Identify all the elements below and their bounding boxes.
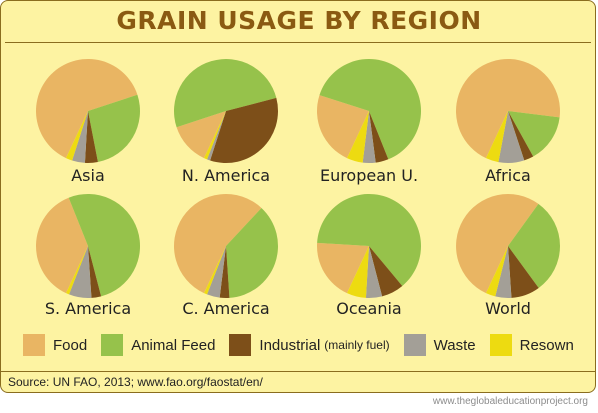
pie-slice-n-america-food — [176, 111, 226, 159]
pie-slice-s-america-food — [35, 197, 88, 294]
pie-s-america — [35, 193, 141, 299]
region-label-s-america: S. America — [45, 299, 131, 318]
legend-label-waste: Waste — [433, 336, 476, 354]
pie-slice-africa-food — [455, 59, 560, 159]
pie-slice-c-america-industrial — [219, 246, 230, 299]
legend-swatch-resown — [489, 334, 512, 356]
legend-item-food: Food — [23, 334, 87, 356]
pie-slice-c-america-resown — [204, 246, 226, 295]
pie-slice-oceania-animal-feed — [317, 194, 421, 286]
region-label-c-america: C. America — [182, 299, 269, 318]
pie-slice-n-america-waste — [207, 111, 226, 161]
pie-slice-european-u-resown — [347, 111, 369, 163]
pie-grid: Asia N. America European U. Africa S. Americ… — [35, 58, 561, 318]
pie-slice-oceania-waste — [365, 246, 383, 299]
pie-slice-world-resown — [486, 246, 508, 297]
pie-slice-european-u-food — [316, 95, 369, 159]
website-credit: www.theglobaleducationproject.org — [432, 396, 588, 407]
pie-slice-european-u-animal-feed — [319, 58, 422, 160]
source-note: Source: UN FAO, 2013; www.fao.org/faosta… — [8, 375, 263, 389]
pie-slice-oceania-resown — [347, 246, 369, 298]
title-divider — [5, 42, 591, 43]
pie-european-u — [316, 58, 422, 164]
region-label-world: World — [485, 299, 531, 318]
legend-item-resown: Resown — [489, 334, 574, 356]
pie-world — [456, 194, 561, 299]
region-label-africa: Africa — [485, 166, 531, 185]
pie-slice-world-industrial — [508, 246, 539, 298]
pie-slice-s-america-industrial — [88, 246, 102, 298]
pie-slice-s-america-resown — [66, 246, 88, 295]
pie-africa — [455, 59, 560, 163]
pie-slice-asia-industrial — [84, 111, 98, 163]
pie-slice-c-america-waste — [207, 246, 226, 298]
pie-slice-oceania-food — [316, 242, 369, 294]
legend-swatch-food — [23, 334, 45, 356]
legend-swatch-industrial — [229, 334, 252, 356]
pie-slice-oceania-industrial — [369, 246, 403, 297]
pie-slice-world-food — [456, 194, 539, 294]
pie-slice-s-america-animal-feed — [68, 193, 141, 297]
legend-note-industrial: (mainly fuel) — [324, 338, 390, 352]
pie-slice-european-u-industrial — [369, 111, 389, 163]
pie-slice-n-america-resown — [204, 111, 226, 160]
pie-oceania — [316, 194, 421, 299]
pie-slice-s-america-waste — [69, 246, 92, 299]
pie-slice-africa-animal-feed — [508, 111, 560, 157]
legend-label-food: Food — [53, 336, 88, 354]
chart-title: GRAIN USAGE BY REGION — [116, 6, 482, 35]
pie-slice-c-america-animal-feed — [226, 207, 279, 298]
pie-slice-c-america-food — [173, 194, 262, 294]
region-label-n-america: N. America — [182, 166, 270, 185]
legend-label-animal-feed: Animal Feed — [131, 336, 216, 354]
pie-n-america — [174, 59, 278, 164]
pie-slice-world-animal-feed — [508, 203, 561, 288]
pie-asia — [36, 59, 140, 163]
pie-slice-asia-resown — [66, 111, 88, 161]
pie-slice-european-u-waste — [362, 111, 376, 164]
pie-slice-africa-waste — [498, 111, 525, 163]
region-label-european-u: European U. — [320, 166, 418, 185]
pie-slice-n-america-industrial — [210, 97, 278, 164]
pie-slice-africa-industrial — [508, 111, 534, 161]
pie-slice-world-waste — [495, 246, 512, 299]
legend-swatch-animal-feed — [101, 334, 124, 356]
legend-item-waste: Waste — [403, 334, 476, 356]
legend-label-resown: Resown — [519, 336, 574, 354]
region-label-oceania: Oceania — [336, 299, 401, 318]
legend-label-industrial: Industrial — [259, 336, 321, 354]
pie-slice-asia-animal-feed — [88, 94, 140, 163]
legend: Food Animal Feed Industrial (mainly fuel… — [23, 327, 574, 363]
pie-c-america — [173, 194, 279, 299]
region-label-asia: Asia — [71, 166, 105, 185]
legend-item-industrial: Industrial (mainly fuel) — [229, 334, 390, 356]
legend-item-animal-feed: Animal Feed — [101, 334, 215, 356]
pie-slice-asia-food — [36, 59, 138, 159]
pie-slice-africa-resown — [486, 111, 508, 163]
chart-frame: GRAIN USAGE BY REGION Asia N. America Euro… — [0, 0, 596, 393]
pie-slice-n-america-animal-feed — [174, 59, 277, 128]
source-divider — [1, 371, 595, 372]
legend-swatch-waste — [403, 334, 426, 356]
pie-slice-asia-waste — [72, 111, 88, 163]
